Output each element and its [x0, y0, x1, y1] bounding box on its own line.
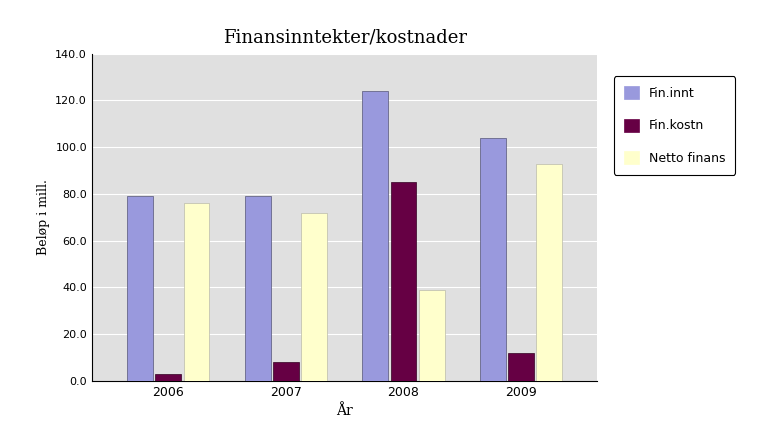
X-axis label: År: År [336, 404, 353, 418]
Bar [184, 203, 209, 381]
Bar [508, 353, 534, 381]
Legend: Fin.innt, Fin.kostn, Netto finans: Fin.innt, Fin.kostn, Netto finans [614, 76, 735, 175]
Bar [480, 138, 506, 381]
Bar [273, 362, 299, 381]
Bar [301, 213, 327, 381]
Bar [245, 196, 270, 381]
Bar [419, 290, 444, 381]
Y-axis label: Beløp i mill.: Beløp i mill. [37, 179, 50, 255]
Bar [362, 91, 388, 381]
Title: Finansinntekter/kostnader: Finansinntekter/kostnader [223, 29, 466, 47]
Bar [127, 196, 153, 381]
Bar [536, 164, 562, 381]
Bar [391, 182, 417, 381]
Bar [155, 374, 182, 381]
